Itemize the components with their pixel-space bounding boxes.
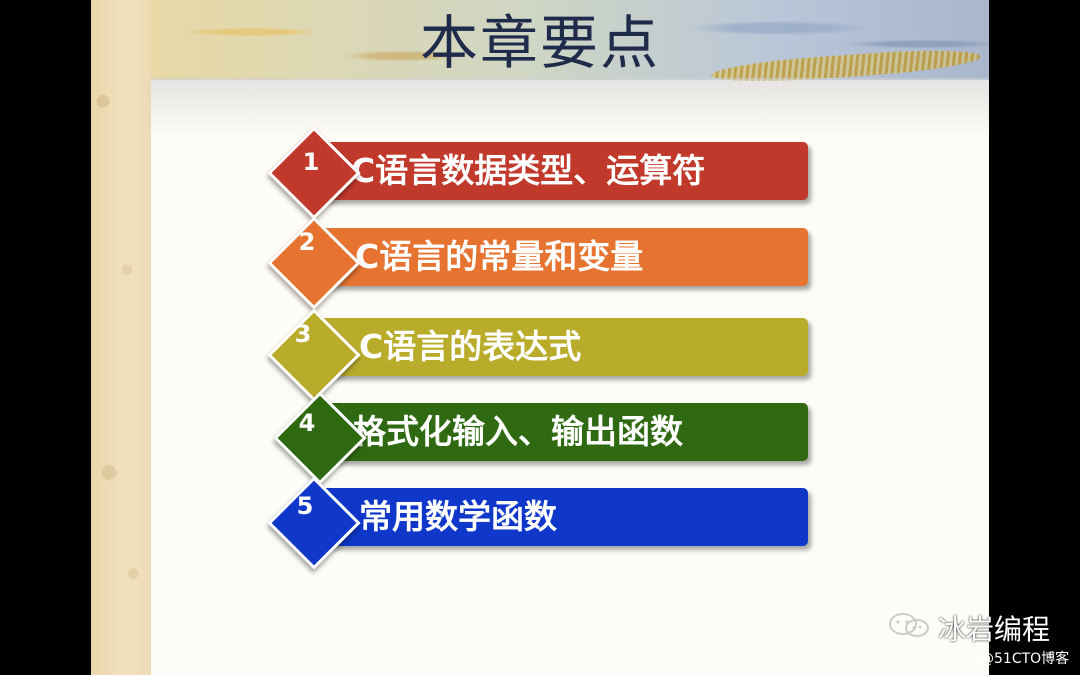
- watermark-name: 冰岩编程: [938, 613, 1051, 646]
- watermark-source: @51CTO博客: [980, 651, 1070, 667]
- agenda-item-4: 格式化输入、输出函数 4: [273, 391, 813, 485]
- agenda-label-4: 格式化输入、输出函数: [353, 412, 683, 451]
- agenda-number-4: 4: [298, 409, 316, 437]
- agenda-bar-3: [318, 318, 808, 376]
- agenda-label-2: C语言的常量和变量: [355, 237, 644, 276]
- agenda-label-3: C语言的表达式: [359, 327, 582, 366]
- agenda-item-2: C语言的常量和变量 2: [267, 216, 813, 310]
- agenda-number-3: 3: [294, 320, 312, 348]
- agenda-number-1: 1: [302, 148, 320, 176]
- slide: 本章要点 C语言数据类型、运算符 1 C语言的常量和变量 2 C语言的表达式 3…: [91, 0, 989, 675]
- agenda-label-1: C语言数据类型、运算符: [351, 151, 706, 190]
- agenda-bar-5: [318, 488, 808, 546]
- agenda-item-3: C语言的表达式 3: [267, 308, 813, 402]
- agenda-bar-2: [318, 228, 808, 286]
- agenda-bar-1: [318, 142, 808, 200]
- agenda-bar-4: [318, 403, 808, 461]
- agenda-item-1: C语言数据类型、运算符 1: [267, 126, 813, 220]
- wechat-icon: [889, 613, 929, 637]
- agenda-item-5: 常用数学函数 5: [267, 476, 813, 570]
- slide-title: 本章要点: [419, 9, 660, 77]
- agenda-number-2: 2: [298, 228, 316, 256]
- parchment-strip: [91, 0, 151, 675]
- agenda-label-5: 常用数学函数: [359, 497, 557, 536]
- agenda-number-5: 5: [296, 492, 314, 520]
